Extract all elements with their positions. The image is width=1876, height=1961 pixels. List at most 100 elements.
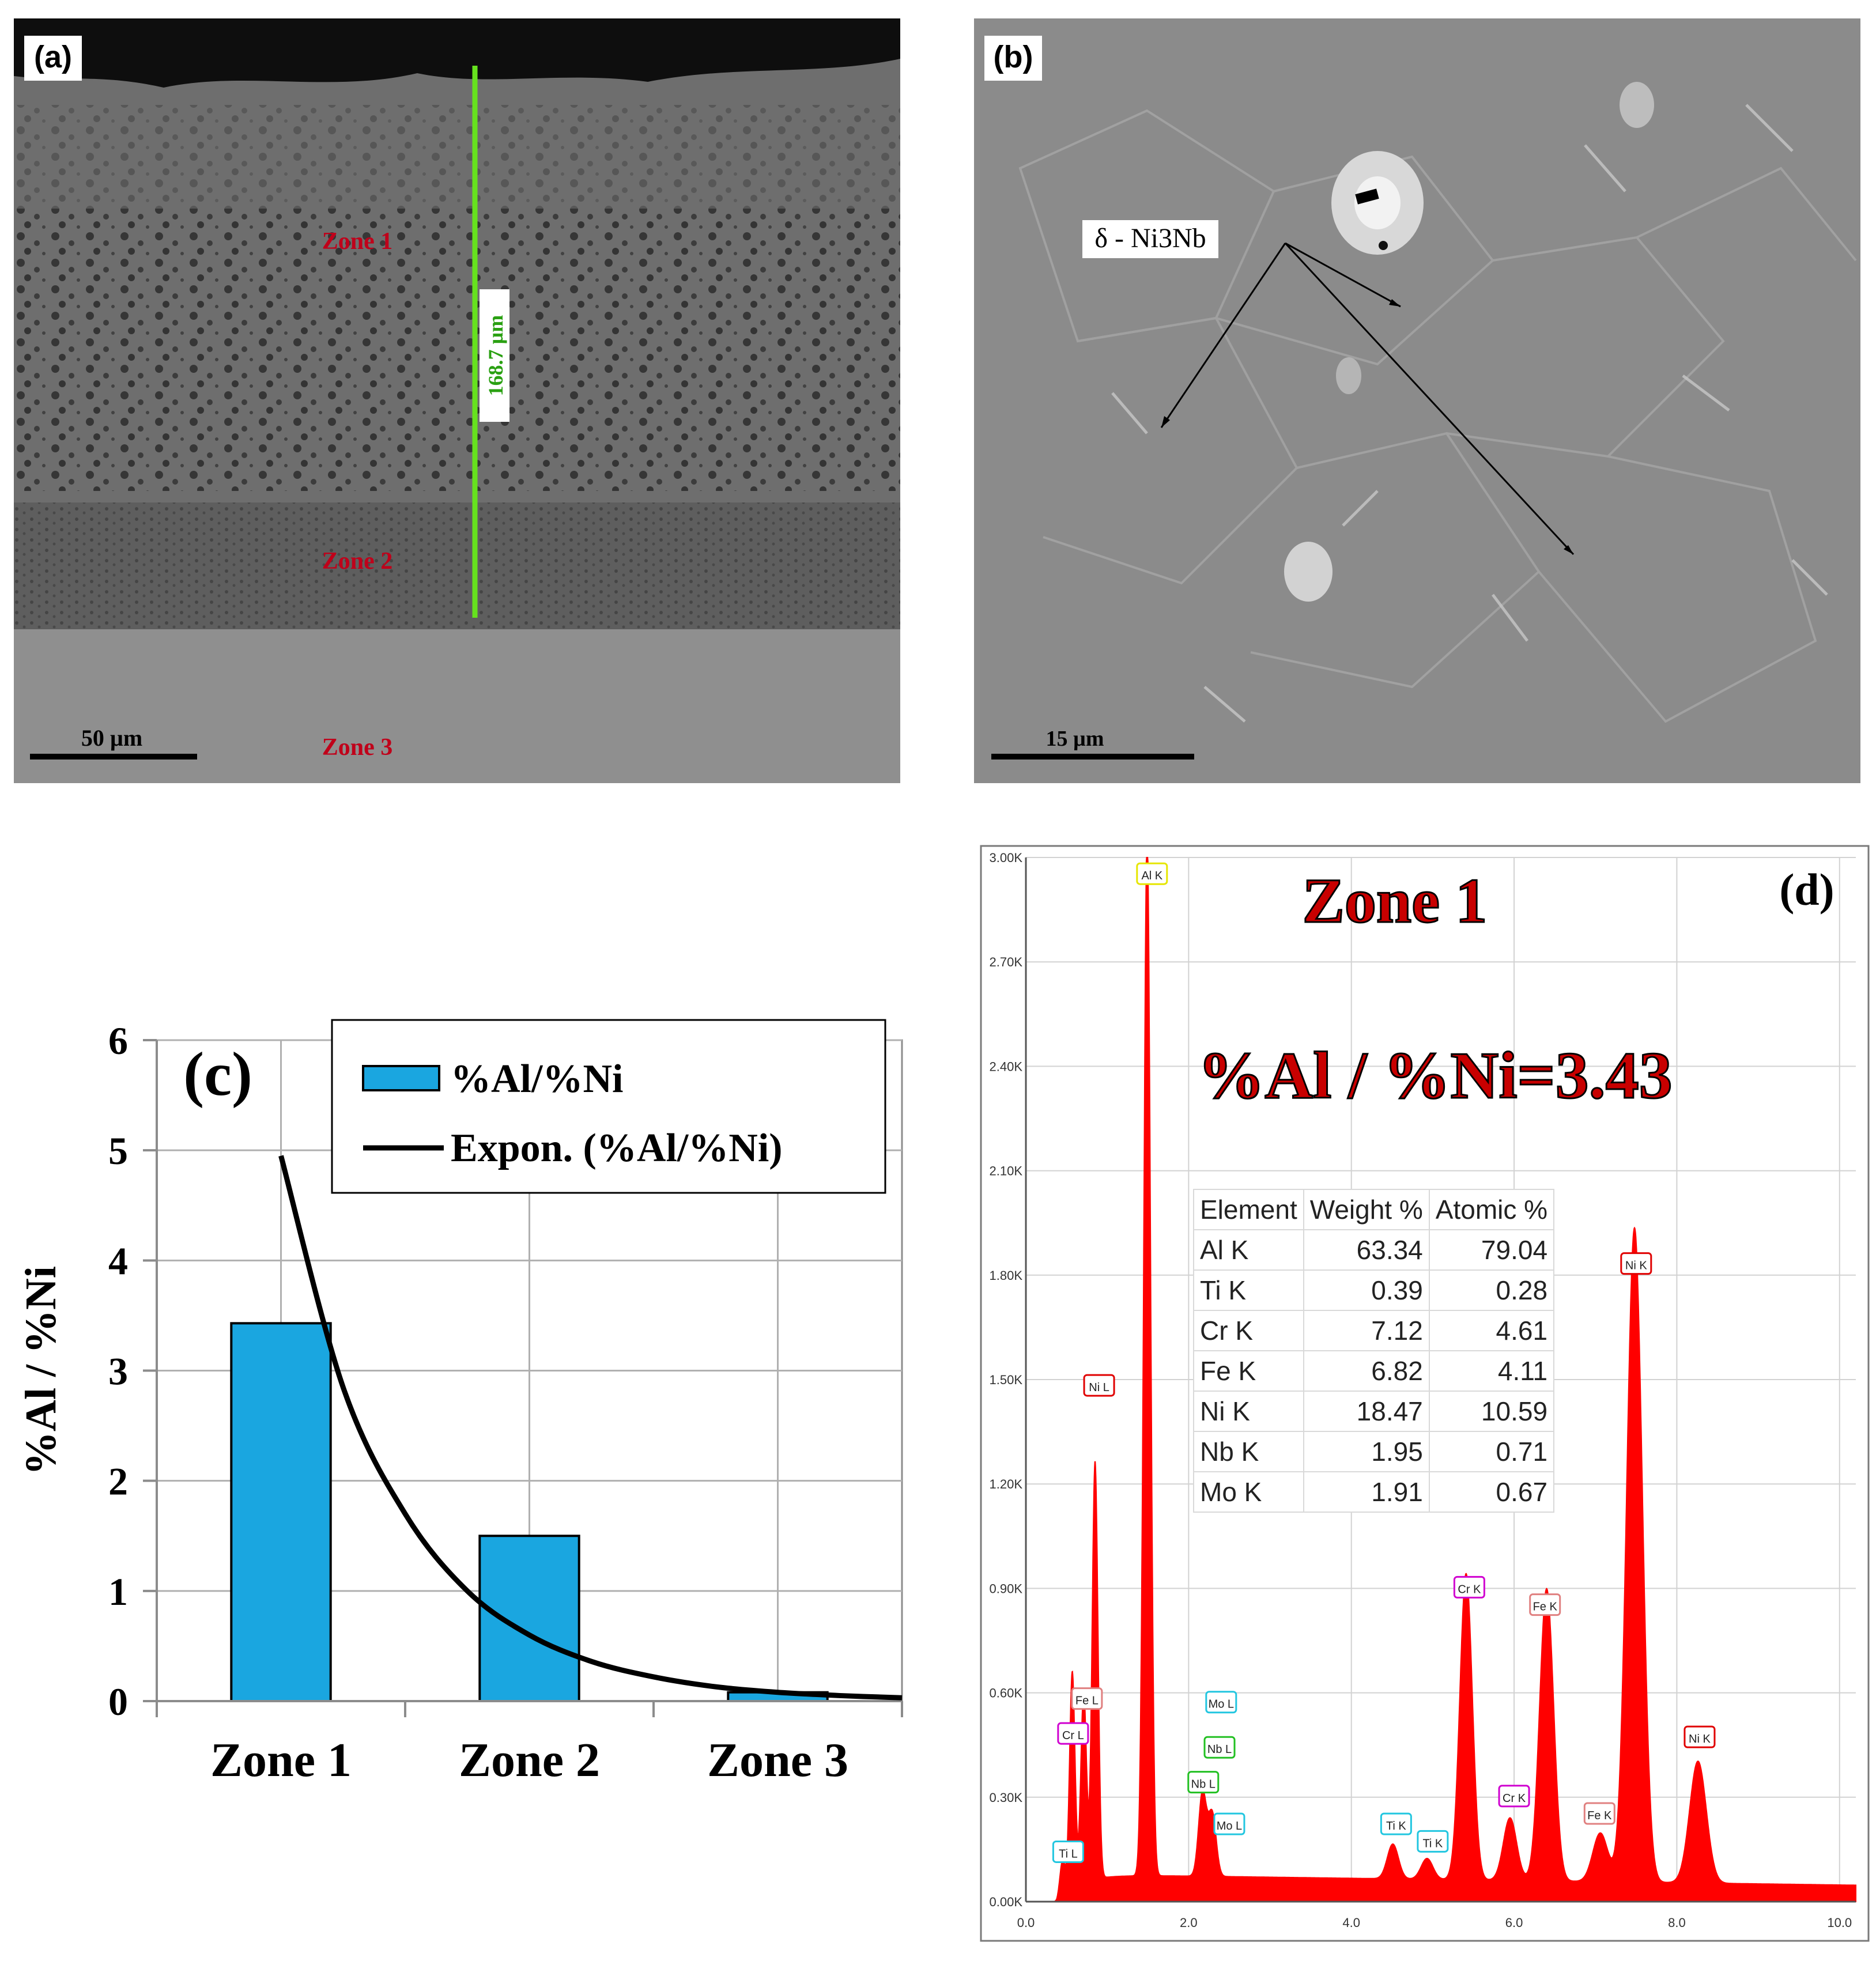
- peak-tag-box: [1083, 1374, 1115, 1397]
- phase-pointer-arrows: [1160, 242, 1575, 556]
- panel-a-scale-label: 50 µm: [81, 725, 142, 751]
- chart-c-y-axis-label: %Al / %Ni: [17, 1266, 65, 1475]
- peak-tag-box: [1453, 1575, 1485, 1599]
- peak-tag-box: [1071, 1687, 1103, 1710]
- table-row: Ni K 18.47 10.59: [1193, 1391, 1555, 1432]
- header-element: Element: [1193, 1189, 1304, 1230]
- y-tick-label: 3.00K: [990, 851, 1023, 865]
- cell-atomic: 4.61: [1428, 1310, 1555, 1351]
- peak-tag-label: Cr L: [1062, 1729, 1084, 1742]
- cell-atomic: 0.28: [1428, 1269, 1555, 1311]
- peak-tag-label: Ni L: [1089, 1381, 1109, 1394]
- table-row: Mo K 1.91 0.67: [1193, 1471, 1555, 1513]
- x-tick-label: 4.0: [1342, 1915, 1360, 1930]
- x-tick-label: Zone 1: [210, 1733, 352, 1787]
- y-tick-label: 3: [108, 1350, 128, 1393]
- legend-bar-swatch: [362, 1065, 440, 1091]
- peak-tag-label: Ti K: [1422, 1837, 1443, 1850]
- table-row: Ti K 0.39 0.28: [1193, 1269, 1555, 1311]
- cell-atomic: 0.67: [1428, 1471, 1555, 1513]
- bar-zone-2: [478, 1535, 580, 1702]
- peak-tag-fe-k: Fe K: [1583, 1802, 1615, 1825]
- panel-b-micrograph: δ - Ni3Nb (b) 15 µm: [974, 18, 1860, 783]
- ratio-text: %Al / %Ni=3.43: [1198, 1039, 1672, 1113]
- peak-tag-ti-k: Ti K: [1417, 1830, 1449, 1853]
- cell-weight: 63.34: [1303, 1229, 1430, 1271]
- panel-b-label: (b): [994, 40, 1033, 74]
- panel-a-label-bg: [24, 36, 82, 81]
- cell-atomic: 4.11: [1428, 1350, 1555, 1392]
- peak-tag-box: [1213, 1812, 1245, 1835]
- peak-tag-ni-l: Ni L: [1083, 1374, 1115, 1397]
- peak-tag-label: Fe K: [1587, 1809, 1612, 1822]
- y-tick-label: 4: [108, 1239, 128, 1283]
- y-tick-label: 2.70K: [990, 955, 1023, 969]
- peak-tag-label: Nb L: [1207, 1743, 1232, 1756]
- peak-tag-label: Fe K: [1533, 1601, 1558, 1614]
- chart-d-grid: [1025, 857, 1856, 1902]
- peak-tag-al-k: Al K: [1136, 862, 1168, 885]
- cell-weight: 0.39: [1303, 1269, 1430, 1311]
- peak-tag-ni-k: Ni K: [1620, 1252, 1652, 1275]
- cell-weight: 7.12: [1303, 1310, 1430, 1351]
- peak-tag-label: Cr K: [1503, 1792, 1526, 1805]
- peak-tag-label: Ti L: [1059, 1847, 1078, 1860]
- peak-tag-label: Mo L: [1209, 1698, 1234, 1711]
- table-row: Al K 63.34 79.04: [1193, 1229, 1555, 1271]
- zone-3-label: Zone 3: [322, 734, 393, 761]
- cell-atomic: 79.04: [1428, 1229, 1555, 1271]
- panel-a-micrograph: (a) Zone 1 Zone 2 Zone 3 168.7 µm 50 µm: [14, 18, 900, 783]
- header-atomic: Atomic %: [1428, 1189, 1555, 1230]
- y-tick-label: 2.40K: [990, 1059, 1023, 1074]
- panel-a-scale-bar: [30, 754, 197, 760]
- y-tick-label: 0.60K: [990, 1686, 1023, 1701]
- x-tick-label: 2.0: [1180, 1915, 1198, 1930]
- peak-tag-cr-k: Cr K: [1453, 1575, 1485, 1599]
- peak-tag-box: [1052, 1840, 1084, 1863]
- chart-c-x-ticks: Zone 1 Zone 2 Zone 3: [210, 1733, 848, 1787]
- panel-b-scale-bar: [991, 754, 1194, 760]
- peak-tag-box: [1684, 1725, 1716, 1748]
- thickness-label-bg: [480, 289, 509, 422]
- phase-label-bg: [1082, 220, 1218, 258]
- peak-tag-mo-l: Mo L: [1205, 1691, 1237, 1714]
- peak-tag-mo-l: Mo L: [1213, 1812, 1245, 1835]
- chart-c-bars: [230, 1322, 829, 1702]
- cell-element: Ni K: [1193, 1391, 1304, 1432]
- chart-d-peak-tags: Al K Ni L Fe L Cr L Ti L Mo L Nb L Nb L Mo L Ti K…: [1052, 862, 1716, 1863]
- y-tick-label: 0.30K: [990, 1790, 1023, 1805]
- peak-tag-nb-l: Nb L: [1203, 1736, 1236, 1759]
- peak-tag-box: [1583, 1802, 1615, 1825]
- spectrum-area: [1050, 857, 1856, 1902]
- zone-2-label: Zone 2: [322, 548, 393, 575]
- cell-element: Fe K: [1193, 1350, 1304, 1392]
- peak-tag-label: Fe L: [1075, 1695, 1099, 1707]
- peak-tag-cr-k: Cr K: [1498, 1785, 1530, 1808]
- header-weight: Weight %: [1303, 1189, 1430, 1230]
- peak-tag-box: [1498, 1785, 1530, 1808]
- peak-tag-box: [1417, 1830, 1449, 1853]
- panel-b-label-bg: [984, 36, 1042, 81]
- y-tick-label: 1.20K: [990, 1477, 1023, 1491]
- cell-weight: 1.95: [1303, 1431, 1430, 1472]
- cell-element: Mo K: [1193, 1471, 1304, 1513]
- chart-c-legend: %Al/%Ni Expon. (%Al/%Ni): [331, 1019, 886, 1194]
- peak-tag-label: Ti K: [1386, 1820, 1406, 1832]
- peak-tag-label: Ni K: [1625, 1260, 1647, 1272]
- zone-1-label: Zone 1: [322, 228, 393, 255]
- table-row: Nb K 1.95 0.71: [1193, 1431, 1555, 1472]
- chart-c-axes: [143, 1039, 903, 1717]
- peak-tag-ti-k: Ti K: [1380, 1812, 1412, 1835]
- peak-tag-box: [1529, 1593, 1561, 1616]
- x-tick-label: 0.0: [1017, 1915, 1035, 1930]
- peak-tag-label: Mo L: [1217, 1820, 1242, 1832]
- table-row: Cr K 7.12 4.61: [1193, 1310, 1555, 1351]
- cell-atomic: 0.71: [1428, 1431, 1555, 1472]
- peak-tag-label: Al K: [1141, 870, 1162, 882]
- bar-zone-1: [230, 1322, 332, 1702]
- y-tick-label: 1: [108, 1570, 128, 1614]
- x-tick-label: 6.0: [1505, 1915, 1523, 1930]
- peak-tag-label: Ni K: [1689, 1733, 1711, 1745]
- cell-element: Al K: [1193, 1229, 1304, 1271]
- cell-weight: 1.91: [1303, 1471, 1430, 1513]
